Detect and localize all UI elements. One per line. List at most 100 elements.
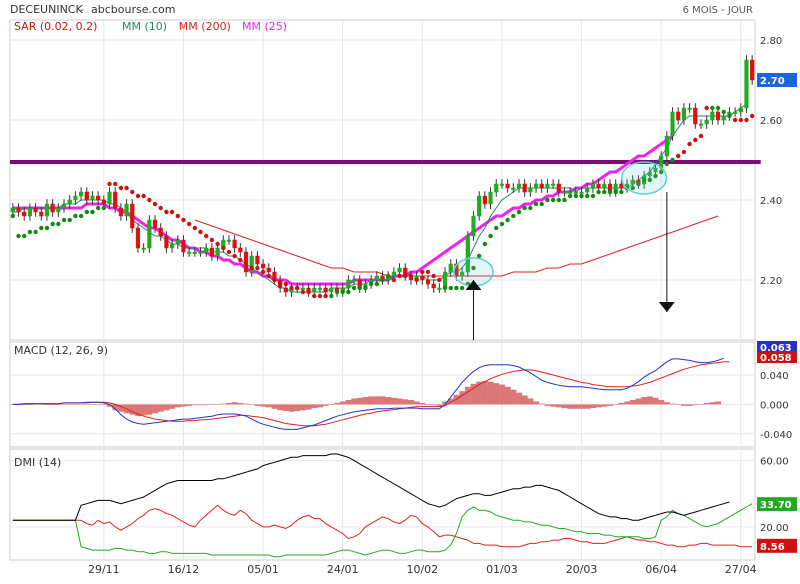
- macd-histogram-bar: [379, 396, 386, 405]
- candle: [181, 239, 186, 253]
- macd-histogram-bar: [203, 404, 210, 406]
- sar-point: [641, 177, 647, 183]
- candle: [698, 123, 704, 126]
- candle: [590, 183, 596, 189]
- y-tick-label: 2.60: [760, 116, 782, 127]
- macd-histogram-bar: [396, 398, 403, 405]
- macd-histogram-bar: [265, 404, 272, 408]
- macd-histogram-bar: [624, 401, 631, 405]
- macd-last-badge: [757, 351, 797, 363]
- sar-point: [27, 229, 33, 235]
- macd-histogram-bar: [49, 404, 56, 405]
- candle: [602, 183, 607, 189]
- macd-histogram-bar: [248, 404, 255, 405]
- sar-point: [550, 197, 556, 203]
- sar-point: [16, 233, 21, 239]
- x-tick-label: 20/03: [566, 563, 598, 576]
- candle: [78, 191, 84, 197]
- sar-point: [84, 209, 89, 215]
- candle: [323, 287, 328, 293]
- last-price-value: 2.70: [760, 76, 785, 87]
- macd-histogram-bar: [590, 404, 596, 409]
- sar-point: [562, 197, 567, 203]
- candle: [494, 183, 499, 193]
- macd-histogram-bar: [55, 404, 62, 405]
- sar-point: [710, 105, 715, 111]
- macd-histogram-bar: [373, 396, 380, 405]
- candle: [721, 115, 726, 121]
- price-legend-item: MM (25): [242, 20, 287, 33]
- candle: [676, 111, 681, 121]
- sar-point: [141, 193, 146, 199]
- candle: [101, 199, 106, 205]
- candle: [90, 195, 95, 201]
- arrow-up-icon: [465, 280, 482, 290]
- last-price-badge: [757, 73, 797, 87]
- macd-histogram-bar: [163, 404, 170, 411]
- macd-histogram-bar: [368, 396, 375, 405]
- macd-histogram-bar: [237, 402, 244, 405]
- sar-point: [363, 285, 368, 291]
- candle: [96, 195, 101, 201]
- candle: [431, 283, 436, 289]
- candle: [630, 179, 635, 185]
- macd-histogram-bar: [447, 398, 454, 405]
- macd-histogram-bar: [516, 392, 523, 405]
- candle: [482, 195, 487, 205]
- candle: [715, 111, 721, 121]
- macd-histogram-bar: [180, 404, 187, 407]
- candle: [209, 247, 214, 257]
- highlight-circle: [620, 161, 668, 195]
- candle: [113, 191, 118, 209]
- sar-point: [397, 273, 402, 279]
- sar-point: [385, 273, 391, 279]
- macd-histogram-bar: [146, 404, 153, 415]
- price-legend-item: MM (200): [179, 20, 231, 33]
- sar-point: [209, 237, 215, 243]
- candle: [175, 239, 180, 245]
- sar-point: [226, 249, 232, 255]
- sar-point: [50, 221, 55, 227]
- sar-point: [539, 201, 544, 207]
- sar-point: [33, 229, 38, 235]
- dmi-legend: DMI (14): [14, 456, 61, 469]
- macd-histogram-bar: [618, 402, 625, 405]
- macd-histogram-bar: [470, 383, 477, 405]
- macd-histogram-bar: [100, 404, 107, 405]
- sar-point: [232, 253, 237, 259]
- macd-histogram-bar: [157, 404, 164, 412]
- candle: [448, 263, 453, 273]
- x-tick-label: 29/11: [88, 563, 120, 576]
- candle: [260, 263, 266, 269]
- candle: [460, 271, 465, 277]
- sar-point: [147, 197, 152, 203]
- sar-point: [613, 189, 618, 195]
- sar-point: [192, 225, 198, 231]
- macd-histogram-bar: [362, 397, 369, 405]
- candle: [539, 183, 544, 189]
- macd-panel-frame: [9, 341, 756, 448]
- sar-point: [152, 201, 158, 207]
- sar-point: [664, 161, 670, 167]
- macd-histogram-bar: [408, 400, 414, 405]
- sar-point: [391, 277, 397, 283]
- sar-point: [556, 197, 561, 203]
- candle: [61, 203, 67, 209]
- sar-point: [340, 289, 345, 295]
- sar-point: [175, 213, 180, 219]
- dmi-panel-frame: [9, 448, 756, 561]
- macd-histogram-bar: [89, 404, 96, 405]
- y-tick-label: 0.040: [760, 371, 789, 382]
- candle: [374, 275, 379, 281]
- sar-point: [727, 113, 732, 119]
- candle: [551, 183, 556, 186]
- macd-histogram-bar: [169, 404, 176, 409]
- macd-histogram-bar: [413, 401, 420, 405]
- sar-point: [124, 185, 129, 191]
- macd-histogram-bar: [83, 404, 90, 405]
- sar-point: [198, 229, 203, 235]
- di-plus-line: [12, 503, 753, 558]
- macd-histogram-bar: [402, 399, 409, 405]
- candle: [187, 251, 192, 254]
- candle: [124, 203, 129, 217]
